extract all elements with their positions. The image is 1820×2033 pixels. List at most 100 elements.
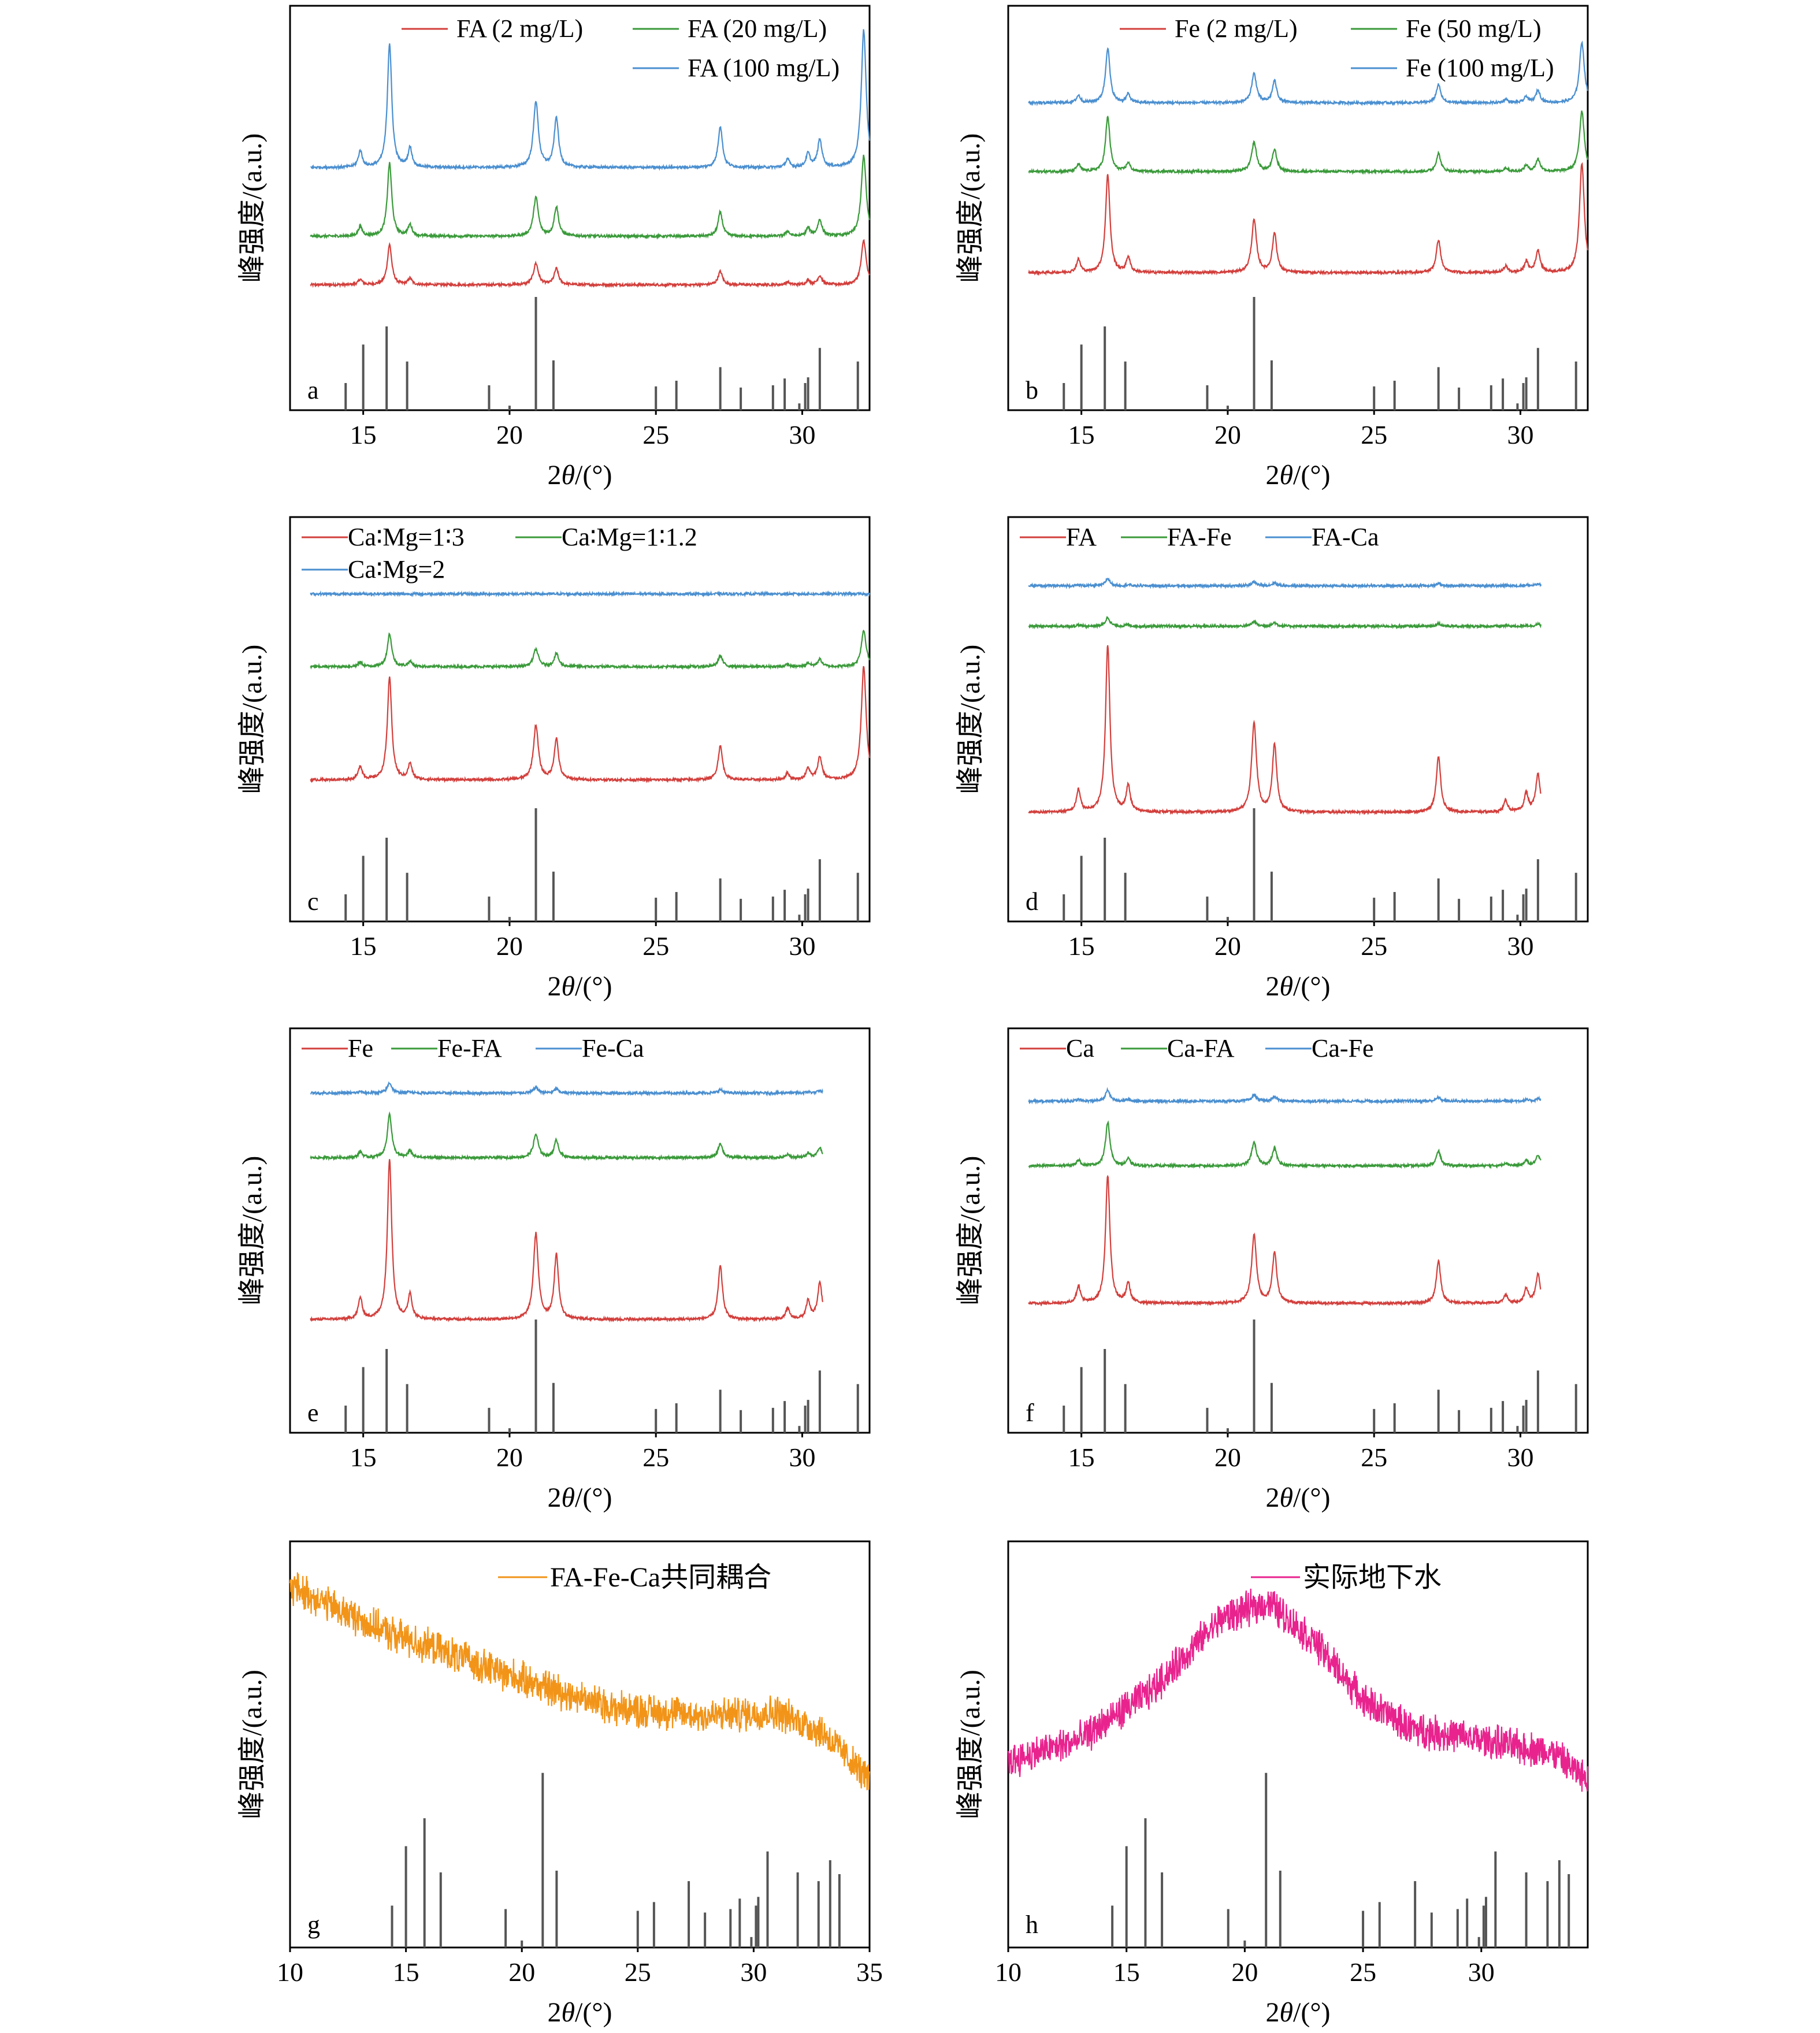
panel-label: b [1026, 376, 1038, 404]
reference-pattern [1063, 808, 1577, 921]
x-tick-label: 15 [1113, 1957, 1140, 1987]
x-tick-label: 25 [642, 1443, 669, 1472]
panel-b: Fe (2 mg/L) Fe (50 mg/L) Fe (100 mg/L) b 15 2… [955, 5, 1589, 490]
panel-label: c [307, 887, 319, 916]
series-line-2 [1028, 110, 1589, 176]
series-line-1 [1028, 1175, 1542, 1307]
panel-a: FA (2 mg/L) FA (20 mg/L) FA (100 mg/L) a 15 2… [237, 5, 871, 490]
x-axis-label: 2θ/(°) [547, 971, 612, 1002]
x-tick-label: 20 [1214, 420, 1241, 449]
x-tick-label: 20 [1231, 1957, 1258, 1987]
x-axis-label: 2θ/(°) [547, 1997, 612, 2028]
x-tick-label: 25 [1361, 931, 1387, 961]
x-tick-label: 15 [1068, 931, 1095, 961]
x-tick-label: 15 [350, 931, 377, 961]
legend: FA FA-Fe FA-Ca [1020, 523, 1379, 551]
legend-label: 实际地下水 [1303, 1562, 1442, 1593]
x-tick-label: 15 [1068, 420, 1095, 449]
legend-label: Ca∶Mg=1∶1.2 [562, 523, 697, 551]
legend: Ca Ca-FA Ca-Fe [1020, 1034, 1374, 1062]
x-axis: 15 20 25 30 [1068, 1433, 1533, 1472]
series-line-2 [1028, 1120, 1542, 1169]
series-line-1 [1028, 645, 1542, 816]
panel-c: Ca∶Mg=1∶3 Ca∶Mg=1∶1.2 Ca∶Mg=2 c 15 20 25 30 2θ/(… [237, 516, 871, 1002]
x-tick-label: 35 [856, 1957, 883, 1987]
x-tick-label: 25 [1361, 1443, 1387, 1472]
x-tick-label: 30 [1468, 1957, 1495, 1987]
legend-label: Fe (2 mg/L) [1175, 14, 1298, 43]
series-line-3 [1028, 40, 1589, 107]
legend-label: FA-Ca [1312, 523, 1379, 551]
x-tick-label: 25 [642, 420, 669, 449]
series-line-3 [310, 1081, 823, 1097]
legend-label: FA (2 mg/L) [456, 14, 583, 43]
y-axis-label: 峰强度/(a.u.) [237, 645, 268, 794]
panel-f: Ca Ca-FA Ca-Fe f 15 20 25 30 2θ/(°) 峰强度/(a.u.) [955, 1027, 1589, 1513]
x-axis-label: 2θ/(°) [547, 460, 612, 490]
reference-pattern [1111, 1772, 1570, 1947]
y-axis-label: 峰强度/(a.u.) [237, 1156, 268, 1306]
series-line-2 [310, 629, 871, 671]
plot-frame [1007, 516, 1589, 923]
x-axis: 15 20 25 30 [350, 1433, 815, 1472]
legend: FA-Fe-Ca共同耦合 [498, 1562, 771, 1593]
x-tick-label: 25 [625, 1957, 651, 1987]
reference-pattern [344, 808, 859, 921]
legend-label: Fe (100 mg/L) [1406, 54, 1554, 82]
x-tick-label: 20 [1214, 1443, 1241, 1472]
legend-label: Ca∶Mg=1∶3 [348, 523, 465, 551]
legend: Fe (2 mg/L) Fe (50 mg/L) Fe (100 mg/L) [1120, 14, 1554, 82]
x-tick-label: 30 [1507, 931, 1533, 961]
x-axis-label: 2θ/(°) [1265, 971, 1330, 1002]
panel-d: FA FA-Fe FA-Ca d 15 20 25 30 2θ/(°) 峰强度/(a.u.) [955, 516, 1589, 1002]
series-line-2 [310, 154, 871, 240]
series-line-3 [1028, 577, 1542, 590]
x-tick-label: 10 [277, 1957, 303, 1987]
x-axis: 10 15 20 25 30 [995, 1947, 1495, 1987]
legend-label: Fe-Ca [582, 1034, 644, 1062]
x-axis: 10 15 20 25 30 35 [277, 1947, 883, 1987]
series-line-1 [1007, 1588, 1589, 1792]
x-tick-label: 30 [789, 420, 815, 449]
plot-frame [289, 1540, 871, 1949]
x-tick-label: 15 [393, 1957, 419, 1987]
plot-frame [1007, 1540, 1589, 1949]
panel-label: a [307, 376, 319, 404]
panel-label: f [1026, 1399, 1034, 1427]
legend: FA (2 mg/L) FA (20 mg/L) FA (100 mg/L) [402, 14, 840, 82]
reference-pattern [344, 297, 859, 410]
legend: Fe Fe-FA Fe-Ca [302, 1034, 644, 1062]
x-tick-label: 30 [789, 1443, 815, 1472]
y-axis-label: 峰强度/(a.u.) [237, 133, 268, 283]
plot-frame [289, 1027, 871, 1434]
series-line-1 [289, 1572, 871, 1790]
legend: 实际地下水 [1251, 1562, 1442, 1593]
legend-label: FA (20 mg/L) [688, 14, 827, 43]
legend-label: FA (100 mg/L) [688, 54, 840, 82]
series-line-1 [1028, 162, 1589, 276]
y-axis-label: 峰强度/(a.u.) [955, 1156, 986, 1306]
x-tick-label: 20 [496, 420, 523, 449]
series-line-3 [310, 29, 871, 171]
x-tick-label: 20 [1214, 931, 1241, 961]
x-tick-label: 25 [1361, 420, 1387, 449]
legend: Ca∶Mg=1∶3 Ca∶Mg=1∶1.2 Ca∶Mg=2 [302, 523, 697, 583]
x-tick-label: 15 [350, 1443, 377, 1472]
x-tick-label: 20 [508, 1957, 535, 1987]
x-tick-label: 10 [995, 1957, 1022, 1987]
x-tick-label: 30 [789, 931, 815, 961]
x-tick-label: 30 [1507, 420, 1533, 449]
legend-label: Ca [1066, 1034, 1094, 1062]
reference-pattern [344, 1320, 859, 1433]
x-tick-label: 20 [496, 931, 523, 961]
y-axis-label: 峰强度/(a.u.) [955, 645, 986, 794]
x-tick-label: 15 [1068, 1443, 1095, 1472]
reference-pattern [391, 1772, 841, 1947]
x-axis: 15 20 25 30 [350, 921, 815, 961]
x-tick-label: 30 [740, 1957, 767, 1987]
plot-frame [289, 5, 871, 411]
legend-label: FA [1066, 523, 1097, 551]
plot-frame [289, 516, 871, 923]
panel-g: FA-Fe-Ca共同耦合 g10 15 20 25 30 35 2θ/(°) 峰强度/(a.u.… [237, 1540, 883, 2028]
